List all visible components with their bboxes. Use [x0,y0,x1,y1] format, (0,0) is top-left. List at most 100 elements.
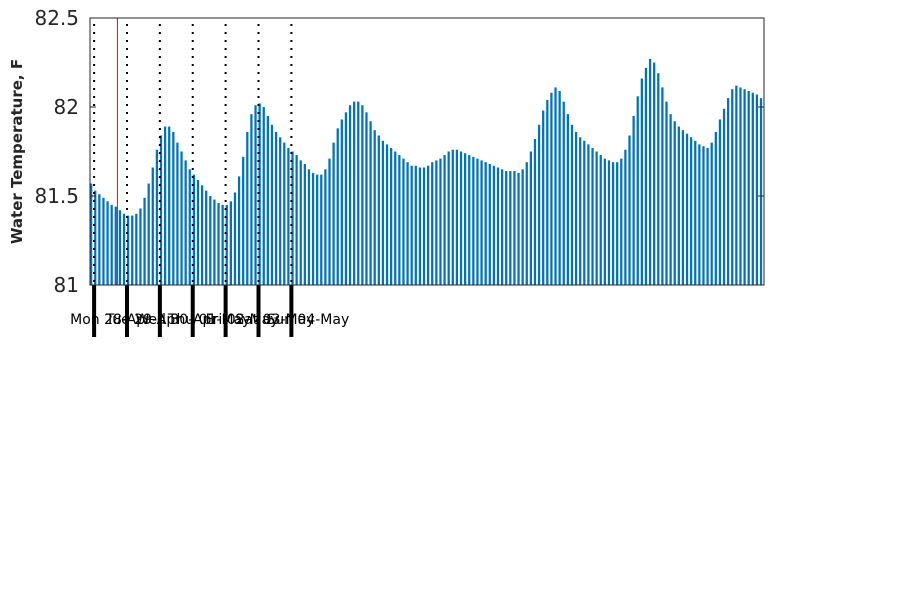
bar [455,149,459,285]
bar [246,131,249,285]
bar [714,131,717,285]
bar [435,160,438,285]
bar [172,131,175,285]
bar [414,165,417,285]
bar [102,197,105,285]
bar [472,156,475,285]
day-label: Sat 03-May [235,312,314,328]
bar [390,147,393,285]
bar [373,130,376,285]
bar [509,171,512,285]
bar [291,151,294,285]
bar [755,94,759,285]
bar [505,171,508,285]
day-separator-lines [92,24,294,337]
bar [94,190,97,285]
bar [295,155,298,285]
bar [529,151,532,285]
bar [118,210,122,285]
y-axis: 81 81.5 82 82.5 [34,6,764,297]
y-tick-label: 81.5 [34,184,79,208]
bar [603,158,606,285]
bar [270,124,274,285]
bar [484,162,487,285]
bar [184,160,187,285]
bar [332,142,335,285]
bar [587,144,590,285]
bar [431,162,434,285]
bar [90,183,93,285]
bar [677,126,680,285]
bar [468,155,471,285]
bar [640,78,643,286]
bar [155,149,159,285]
bar [126,215,130,285]
bar [233,192,237,285]
bar [106,201,109,285]
bar [579,137,582,285]
bar [225,204,228,285]
bar [632,115,635,286]
bar [546,99,549,285]
bar [661,87,664,285]
bar [427,165,430,285]
bar [624,149,627,285]
bar [648,58,652,285]
bar [205,190,208,285]
bar [410,165,413,285]
bar [616,162,619,285]
bar [657,73,660,286]
bar [566,114,569,286]
bar [311,172,315,285]
bar [595,151,598,285]
bar [176,142,179,285]
bar [570,124,574,285]
bar [710,142,713,285]
bar [422,167,426,285]
bar [188,169,191,285]
bar [636,96,639,285]
bar [213,199,216,285]
bar [348,105,352,285]
bar [402,158,405,285]
bar [496,167,500,285]
bar [459,151,463,285]
bar [644,67,648,285]
bar [653,62,656,285]
bar [727,98,730,285]
day-label: Sun 04-May [266,312,349,328]
bar [517,172,520,285]
bar [217,203,220,285]
bar [385,144,389,285]
bar [694,140,697,285]
bar [406,162,409,285]
bar [574,131,578,285]
bar [353,101,356,285]
bar [607,160,611,285]
bar [365,112,368,285]
bar [324,169,327,285]
bar [221,204,224,285]
bar [229,201,232,285]
bar [476,158,479,285]
bar [537,124,541,285]
bar [702,146,705,285]
bar [731,89,734,285]
bar [681,130,685,285]
bar [283,142,286,285]
bar [735,85,738,285]
bar [377,135,380,285]
bar [192,174,195,285]
bar [147,183,150,285]
bar [163,126,167,285]
bar [583,140,586,285]
bar [398,155,401,285]
bar [550,92,553,285]
day-label: Fri 02-May [206,312,279,328]
bar [316,174,319,285]
bar [665,101,668,285]
bar [237,176,241,285]
bar [209,196,212,285]
